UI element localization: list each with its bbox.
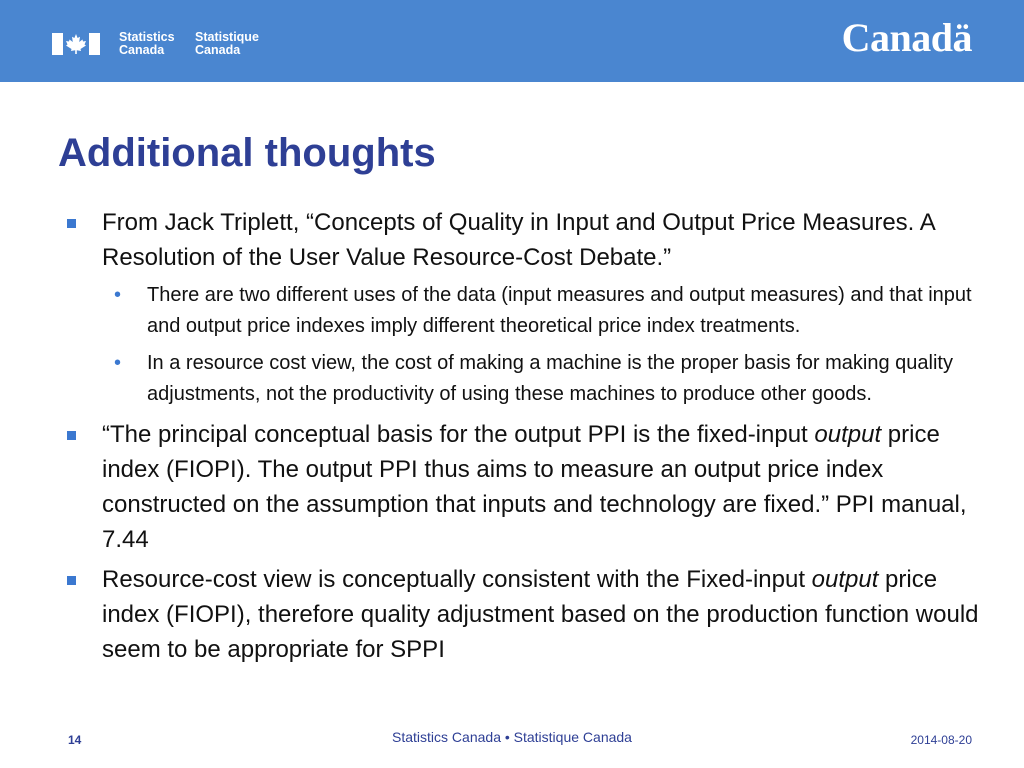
page-number: 14 <box>68 733 82 747</box>
dot-bullet-icon: • <box>114 352 122 374</box>
square-bullet-icon <box>67 219 76 228</box>
footer-date: 2014-08-20 <box>910 733 972 747</box>
header-bar: Statistics Canada Statistique Canada Can… <box>0 0 1024 82</box>
bullet-item: From Jack Triplett, “Concepts of Quality… <box>62 205 982 275</box>
slide-title: Additional thoughts <box>58 131 436 175</box>
canada-flag-icon <box>52 33 100 55</box>
sub-bullet-item: • There are two different uses of the da… <box>62 280 982 342</box>
bullet-item: Resource-cost view is conceptually consi… <box>62 562 982 667</box>
sub-bullet-item: • In a resource cost view, the cost of m… <box>62 348 982 410</box>
square-bullet-icon <box>67 576 76 585</box>
slide-body: From Jack Triplett, “Concepts of Quality… <box>62 205 982 667</box>
statistique-canada-wordmark: Statistique Canada <box>195 30 259 57</box>
canada-wordmark: Canadä <box>841 15 973 60</box>
dot-bullet-icon: • <box>114 284 122 306</box>
footer-organization: Statistics Canada • Statistique Canada <box>392 729 632 745</box>
bullet-item: “The principal conceptual basis for the … <box>62 417 982 557</box>
maple-leaf-icon <box>66 34 86 54</box>
statistics-canada-wordmark: Statistics Canada <box>119 30 175 57</box>
square-bullet-icon <box>67 431 76 440</box>
